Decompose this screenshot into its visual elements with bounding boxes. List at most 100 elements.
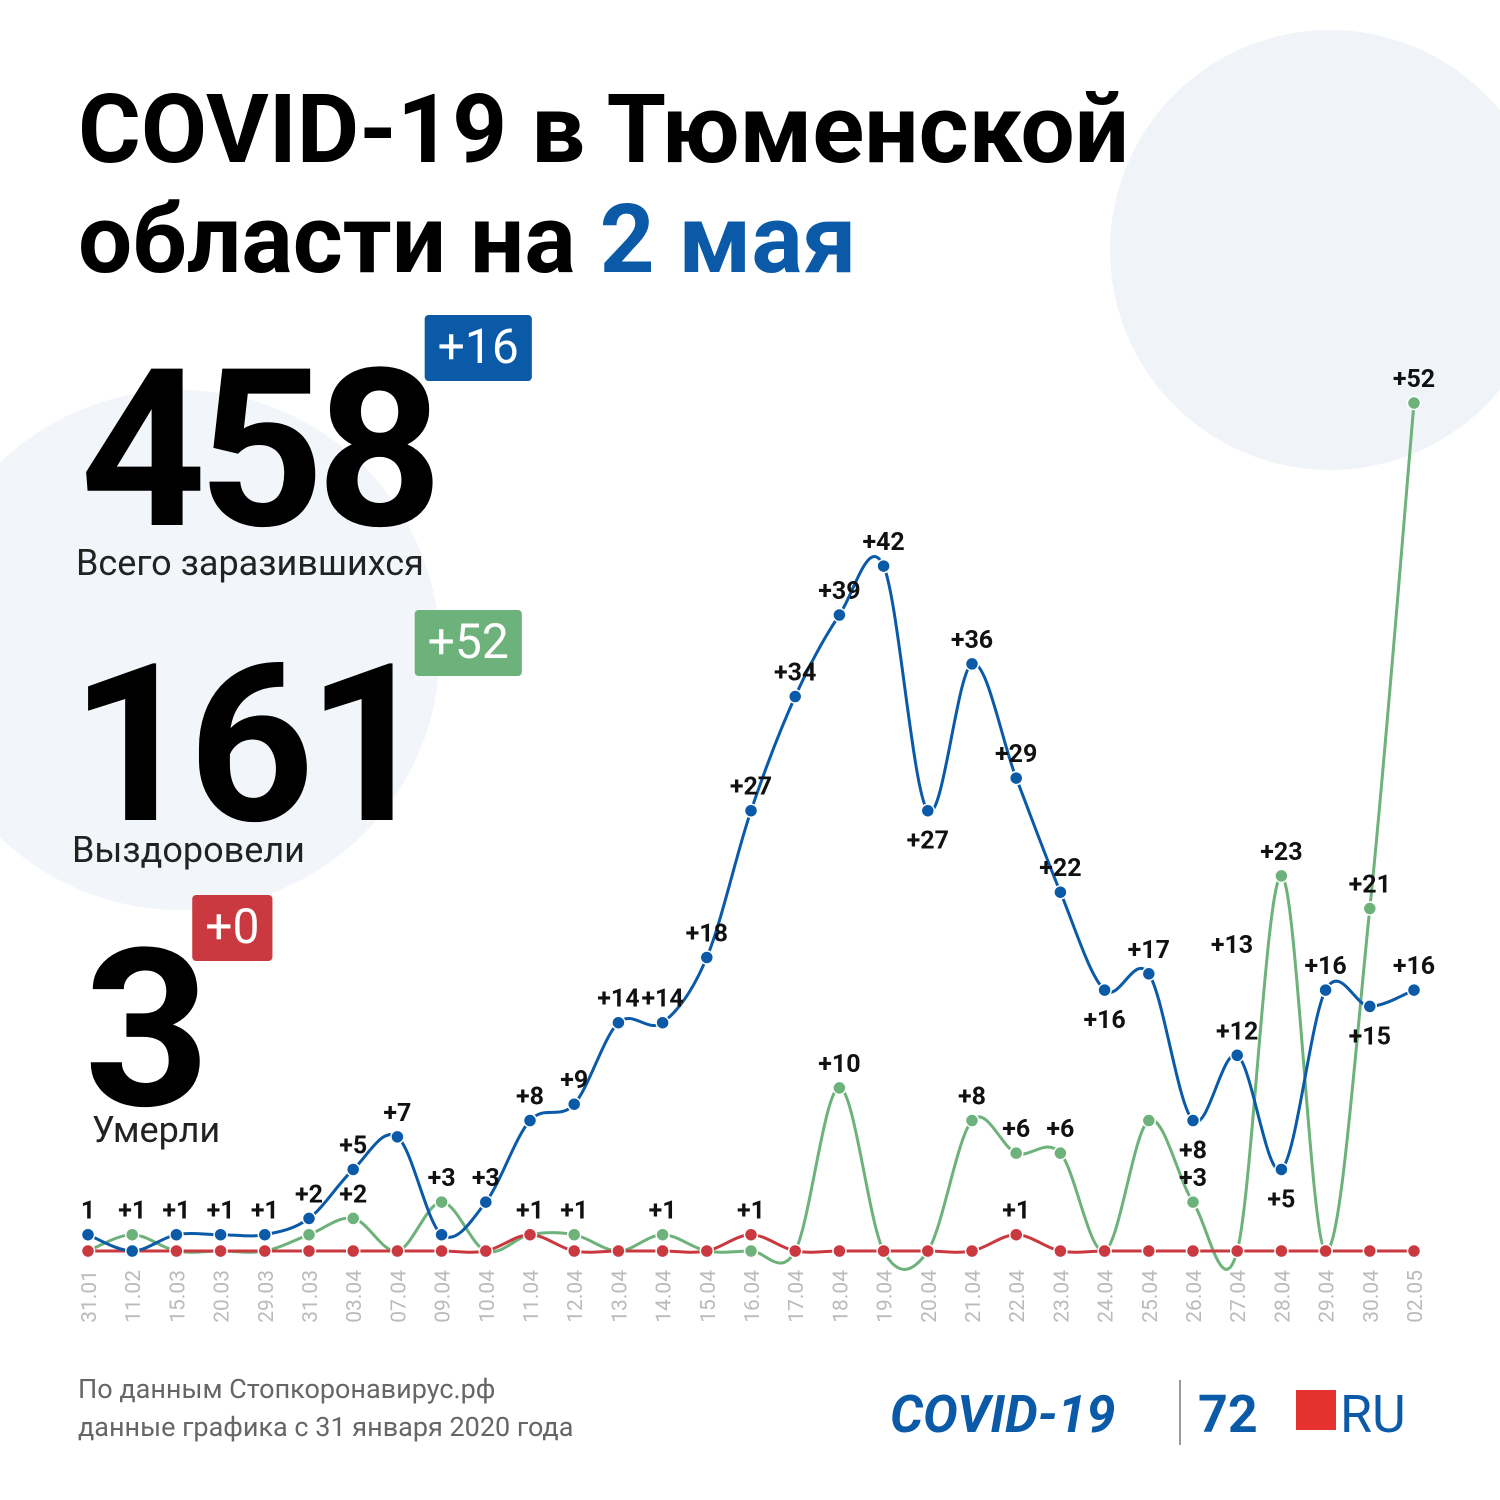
data-label: +1 — [560, 1197, 588, 1226]
stat-delta: +52 — [428, 613, 509, 670]
stat-value: 3 — [84, 901, 202, 1159]
point — [80, 1243, 96, 1259]
point — [345, 1211, 361, 1226]
point — [80, 1227, 96, 1242]
stat-badge — [414, 610, 522, 676]
point — [301, 1243, 317, 1259]
stat-badge — [192, 895, 273, 961]
point — [699, 1243, 715, 1259]
logo: COVID-19 — [890, 1384, 1115, 1445]
x-tick-label: 22.04 — [1006, 1270, 1030, 1323]
point — [655, 1015, 670, 1030]
logo: 72 — [1198, 1384, 1258, 1445]
x-tick-label: 03.04 — [343, 1270, 367, 1323]
point — [1185, 1113, 1201, 1128]
stat-delta: +16 — [438, 318, 519, 375]
point — [566, 1243, 582, 1259]
data-label: +29 — [995, 740, 1037, 769]
point — [1229, 1048, 1245, 1063]
data-label: +6 — [1002, 1115, 1030, 1144]
data-label: +1 — [737, 1197, 765, 1226]
point — [1318, 1243, 1333, 1259]
x-tick-label: 07.04 — [387, 1270, 411, 1323]
x-tick-label: 30.04 — [1360, 1270, 1384, 1323]
point — [964, 1243, 980, 1259]
data-label: +1 — [1002, 1197, 1030, 1226]
point — [257, 1243, 273, 1259]
point — [124, 1227, 140, 1242]
point — [169, 1227, 184, 1242]
point — [1274, 868, 1289, 884]
data-label: +9 — [560, 1066, 588, 1095]
data-label: +17 — [1128, 936, 1170, 965]
point — [213, 1243, 228, 1259]
data-label: +6 — [1046, 1115, 1074, 1144]
x-tick-label: 23.04 — [1050, 1270, 1074, 1323]
x-tick-label: 28.04 — [1271, 1270, 1295, 1323]
x-tick-label: 18.04 — [829, 1270, 853, 1323]
data-label: +12 — [1216, 1017, 1258, 1046]
point — [522, 1113, 538, 1128]
point — [1362, 1243, 1378, 1259]
point — [1406, 982, 1422, 998]
point — [257, 1227, 273, 1242]
point — [1406, 395, 1422, 411]
data-label: +16 — [1083, 1006, 1125, 1035]
data-label: +16 — [1393, 952, 1435, 981]
x-tick-label: 13.04 — [608, 1270, 632, 1323]
data-label: +27 — [907, 827, 949, 856]
point — [1406, 1243, 1422, 1259]
data-label: +1 — [649, 1197, 677, 1226]
stat-label: Всего заразившихся — [76, 542, 424, 584]
x-tick-label: 11.04 — [520, 1270, 544, 1323]
point — [434, 1227, 449, 1242]
point — [1362, 999, 1378, 1014]
decor — [1110, 30, 1500, 470]
data-label: +18 — [686, 919, 728, 948]
data-label: +16 — [1304, 952, 1346, 981]
point — [1097, 1243, 1112, 1259]
data-label: +22 — [1039, 854, 1081, 883]
stat-value: 458 — [80, 321, 435, 579]
x-tick-label: 31.01 — [78, 1270, 102, 1323]
data-label: +21 — [1349, 871, 1391, 900]
data-label: +5 — [339, 1131, 367, 1160]
point — [390, 1129, 405, 1145]
point — [832, 1243, 847, 1259]
x-tick-label: 27.04 — [1227, 1270, 1251, 1323]
point — [1274, 1243, 1289, 1259]
x-tick-label: 21.04 — [962, 1270, 986, 1323]
logo: RU — [1340, 1384, 1406, 1445]
point — [832, 1080, 847, 1096]
point — [345, 1162, 361, 1177]
point — [787, 689, 803, 704]
x-tick-label: 20.04 — [918, 1270, 942, 1323]
point — [1053, 884, 1068, 900]
x-tick-label: 25.04 — [1139, 1270, 1163, 1323]
annotation: +13 — [1211, 931, 1253, 960]
data-label: +14 — [641, 985, 683, 1014]
point — [876, 1243, 891, 1259]
point — [1318, 982, 1333, 998]
point — [876, 558, 891, 574]
data-label: +8 — [958, 1083, 986, 1112]
data-label: +10 — [818, 1050, 860, 1079]
point — [1185, 1243, 1201, 1259]
data-label: +42 — [862, 528, 904, 557]
stat-value: 161 — [70, 616, 425, 874]
data-label: +8 — [516, 1083, 544, 1112]
decor — [0, 390, 440, 910]
stat-delta: +0 — [205, 898, 259, 955]
stat-badge — [424, 315, 532, 381]
point — [611, 1015, 626, 1030]
x-tick-label: 19.04 — [874, 1270, 898, 1323]
point — [124, 1243, 140, 1259]
point — [1141, 966, 1157, 982]
point — [743, 803, 759, 818]
x-tick-label: 24.04 — [1095, 1270, 1119, 1323]
title-line1: COVID-19 в Тюменской — [78, 74, 1129, 186]
title-line2: области на 2 мая — [78, 184, 857, 296]
point — [743, 1227, 759, 1242]
data-label: +36 — [951, 626, 993, 655]
